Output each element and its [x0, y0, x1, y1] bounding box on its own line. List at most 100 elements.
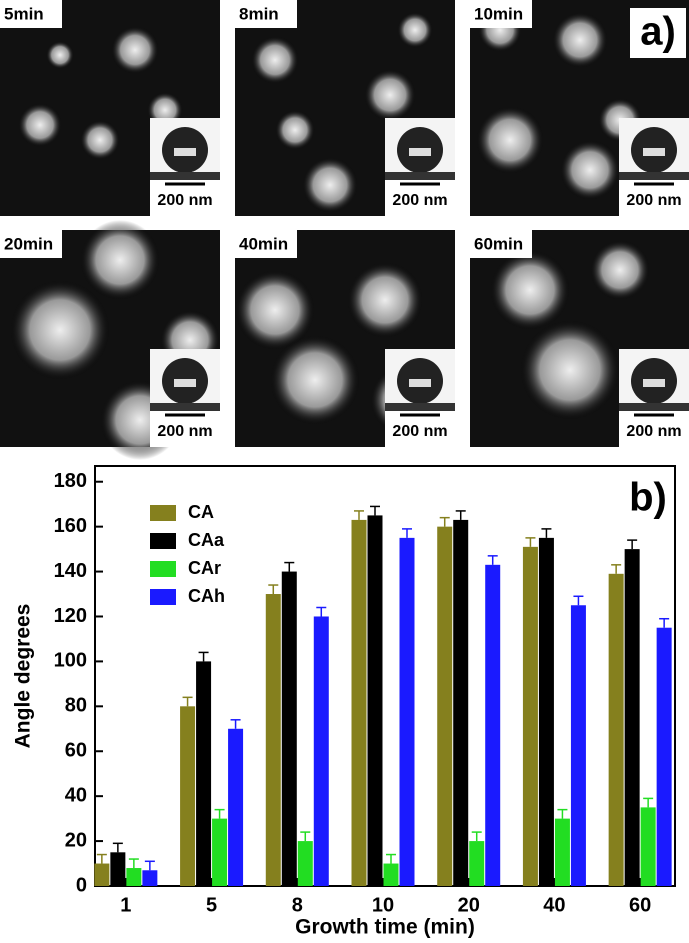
- sem-panel: 8min 200 nm: [235, 0, 455, 216]
- legend-label: CAa: [188, 530, 225, 550]
- time-label: 40min: [239, 234, 288, 253]
- error-bar: [557, 808, 568, 819]
- y-axis-title: Angle degrees: [12, 604, 35, 749]
- error-bar: [316, 606, 327, 617]
- error-bar: [268, 584, 279, 595]
- nanoflower: [520, 320, 620, 420]
- error-bar: [525, 537, 536, 547]
- nanoflower: [235, 270, 315, 350]
- bar: [196, 661, 212, 886]
- error-bar: [643, 797, 654, 808]
- nanoflower: [275, 110, 315, 150]
- time-label-bg: [470, 0, 532, 28]
- error-bar: [471, 831, 482, 842]
- x-tick-label: 10: [372, 894, 394, 916]
- error-bar: [182, 696, 193, 707]
- bar: [453, 519, 469, 886]
- legend-label: CA: [188, 502, 214, 522]
- nanoflower: [560, 140, 620, 200]
- x-tick-label: 5: [206, 894, 217, 916]
- bar: [228, 728, 244, 886]
- bar: [180, 706, 196, 886]
- droplet-highlight: [409, 148, 431, 156]
- bar: [265, 594, 281, 886]
- sem-panel: 5min 200 nm: [0, 0, 220, 216]
- bar: [570, 605, 586, 886]
- x-tick-label: 1: [120, 894, 131, 916]
- sem-panel: 40min 200 nm: [235, 230, 455, 447]
- bar: [297, 841, 313, 886]
- legend-label: CAh: [188, 586, 225, 606]
- nanoflower: [251, 36, 299, 84]
- scale-bg: [619, 180, 689, 216]
- time-label-bg: [235, 230, 297, 258]
- bar: [383, 863, 399, 886]
- bar: [469, 841, 485, 886]
- legend-swatch: [150, 561, 176, 577]
- bar: [640, 807, 656, 886]
- bar: [399, 537, 415, 886]
- scale-bg: [619, 411, 689, 447]
- droplet-highlight: [174, 148, 196, 156]
- sem-panel: 20min 200 nm: [0, 220, 220, 460]
- time-label-bg: [0, 230, 62, 258]
- y-tick-label: 100: [54, 650, 87, 672]
- error-bar: [354, 510, 364, 520]
- panel-label: a): [640, 10, 676, 54]
- nanoflower: [80, 220, 160, 300]
- error-bar: [541, 528, 552, 538]
- y-tick-label: 120: [54, 605, 87, 627]
- nanoflower: [302, 157, 358, 213]
- bar: [538, 537, 554, 886]
- substrate: [150, 172, 220, 180]
- legend-swatch: [150, 533, 176, 549]
- nanoflower: [46, 41, 74, 69]
- error-bar: [144, 860, 155, 871]
- y-tick-label: 40: [65, 784, 87, 806]
- nanoflower: [347, 262, 423, 338]
- bar: [212, 818, 228, 886]
- scale-bg: [150, 180, 220, 216]
- scale-label: 200 nm: [157, 423, 212, 440]
- error-bar: [112, 842, 123, 853]
- nanoflower: [364, 69, 416, 121]
- time-label: 8min: [239, 4, 279, 23]
- bar: [281, 571, 297, 886]
- substrate: [385, 403, 455, 411]
- time-label-bg: [470, 230, 532, 258]
- legend-label: CAr: [188, 558, 221, 578]
- scale-label: 200 nm: [392, 192, 447, 209]
- scale-bg: [385, 180, 455, 216]
- bar: [142, 870, 158, 886]
- bar: [608, 573, 624, 886]
- bar: [351, 519, 367, 886]
- x-tick-label: 60: [629, 894, 651, 916]
- error-bar: [573, 595, 584, 606]
- y-tick-label: 80: [65, 695, 87, 717]
- scale-label: 200 nm: [626, 192, 681, 209]
- bar: [485, 564, 501, 886]
- error-bar: [439, 516, 450, 527]
- y-tick-label: 140: [54, 560, 87, 582]
- droplet-highlight: [643, 379, 665, 387]
- y-tick-label: 20: [65, 829, 87, 851]
- sem-panel: 60min 200 nm: [470, 230, 689, 447]
- error-bar: [402, 528, 412, 538]
- time-label-bg: [0, 0, 62, 28]
- error-bar: [96, 853, 107, 864]
- x-axis-title: Growth time (min): [295, 916, 475, 939]
- bar: [110, 852, 126, 886]
- bar: [437, 526, 453, 886]
- y-tick-label: 160: [54, 515, 87, 537]
- error-bar: [198, 651, 209, 662]
- nanoflower: [111, 26, 159, 74]
- nanoflower: [476, 106, 544, 174]
- scale-label: 200 nm: [392, 423, 447, 440]
- droplet-highlight: [643, 148, 665, 156]
- y-tick-label: 180: [54, 470, 87, 492]
- error-bar: [611, 564, 622, 574]
- error-bar: [487, 555, 498, 565]
- error-bar: [455, 510, 466, 520]
- y-tick-label: 60: [65, 740, 87, 762]
